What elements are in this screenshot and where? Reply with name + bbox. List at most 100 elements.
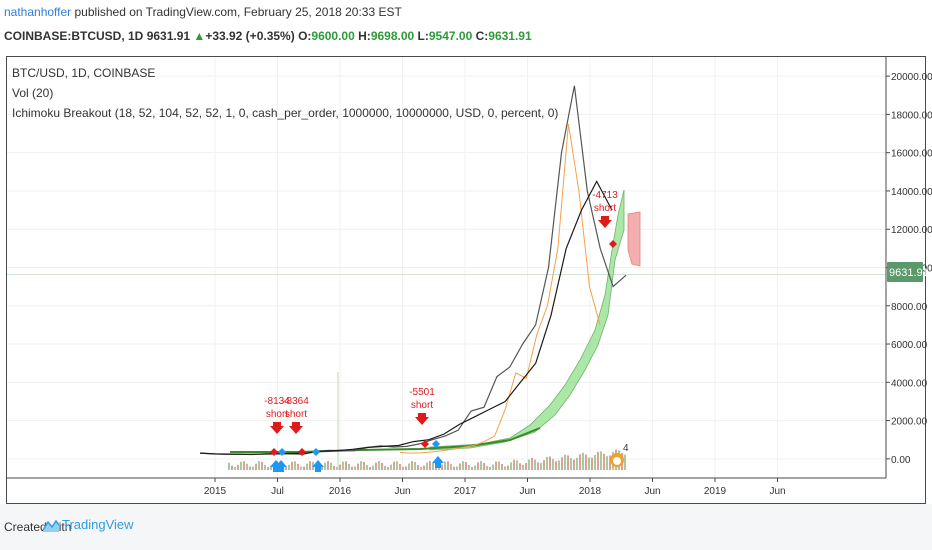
volume-bar xyxy=(576,457,578,470)
volume-bar xyxy=(477,462,479,470)
volume-bar xyxy=(546,456,548,470)
signal-label: short xyxy=(411,400,433,411)
buy-arrow-icon xyxy=(432,456,444,468)
volume-bar xyxy=(591,457,593,470)
signal-value: -8364 xyxy=(283,396,309,407)
signal-label: short xyxy=(266,409,288,420)
volume-bar xyxy=(378,461,380,470)
y-tick-label: 2000.00 xyxy=(891,417,928,428)
volume-bar xyxy=(567,455,569,470)
signal-value: -5501 xyxy=(409,387,435,398)
y-tick-label: 0.00 xyxy=(891,455,911,466)
volume-bar xyxy=(549,456,551,470)
volume-bar xyxy=(309,461,311,470)
volume-bar xyxy=(417,465,419,470)
volume-bar xyxy=(342,461,344,470)
volume-bar xyxy=(585,454,587,470)
volume-bar xyxy=(249,466,251,470)
last-price-label: 9631.91 xyxy=(889,267,929,279)
trade-diamond-icon xyxy=(421,440,429,448)
volume-bar xyxy=(555,461,557,470)
sell-arrow-icon xyxy=(598,216,612,228)
volume-bar xyxy=(357,463,359,470)
volume-bar xyxy=(570,458,572,470)
volume-bar xyxy=(327,461,329,470)
legend-volume: Vol (20) xyxy=(12,86,54,100)
sell-arrow-icon xyxy=(270,422,284,434)
volume-bar xyxy=(351,466,353,470)
publish-text: published on TradingView.com, February 2… xyxy=(71,5,402,19)
volume-bar xyxy=(600,451,602,470)
volume-bar xyxy=(450,463,452,470)
tradingview-brand[interactable]: TradingView xyxy=(62,517,134,532)
y-tick-label: 8000.00 xyxy=(891,302,928,313)
volume-bar xyxy=(348,463,350,470)
volume-bar xyxy=(468,465,470,470)
signal-label: short xyxy=(285,409,307,420)
volume-bar xyxy=(558,460,560,470)
volume-bar xyxy=(498,461,500,470)
volume-bar xyxy=(321,465,323,470)
flag-badge: 4 xyxy=(610,443,629,467)
y-tick-label: 18000.00 xyxy=(891,110,932,121)
publish-info: nathanhoffer published on TradingView.co… xyxy=(4,5,402,19)
series-line xyxy=(399,123,601,454)
author-link[interactable]: nathanhoffer xyxy=(4,5,72,19)
volume-bar xyxy=(333,465,335,470)
tradingview-logo-icon[interactable] xyxy=(42,518,60,534)
volume-bar xyxy=(252,466,254,470)
high-label: H: xyxy=(358,29,371,43)
y-tick-label: 20000.00 xyxy=(891,72,932,83)
volume-bar xyxy=(330,462,332,470)
chart-frame[interactable] xyxy=(6,56,926,504)
volume-bar xyxy=(513,459,515,470)
volume-bar xyxy=(426,462,428,470)
volume-bars xyxy=(228,372,626,470)
volume-bar xyxy=(525,463,527,470)
open-value: 9600.00 xyxy=(311,29,355,43)
volume-bar xyxy=(297,463,299,470)
volume-bar xyxy=(237,464,239,470)
volume-bar xyxy=(531,457,533,470)
legend-symbol: BTC/USD, 1D, COINBASE xyxy=(12,66,156,80)
volume-bar xyxy=(405,466,407,470)
cloud-bear xyxy=(627,211,641,267)
x-tick-label: 2019 xyxy=(704,486,727,497)
volume-bar xyxy=(441,464,443,470)
volume-bar xyxy=(303,466,305,470)
volume-bar xyxy=(504,466,506,470)
last-price-badge xyxy=(887,262,923,282)
volume-bar xyxy=(390,464,392,470)
volume-bar xyxy=(396,461,398,470)
volume-bar xyxy=(267,466,269,470)
volume-bar xyxy=(384,465,386,470)
volume-bar xyxy=(588,457,590,470)
cloud-bull xyxy=(429,189,625,451)
volume-bar xyxy=(255,463,257,470)
volume-bar xyxy=(609,455,611,470)
volume-bar xyxy=(561,457,563,470)
trade-diamond-icon xyxy=(298,448,306,456)
buy-arrow-icon xyxy=(275,460,287,472)
close-label: C: xyxy=(475,29,489,43)
volume-bar xyxy=(573,459,575,470)
volume-bar xyxy=(243,461,245,470)
volume-bar xyxy=(285,466,287,470)
volume-bar xyxy=(603,453,605,470)
sell-arrow-icon xyxy=(289,422,303,434)
last-price-marker: 9631.91 xyxy=(887,262,929,282)
x-tick-label: Jul xyxy=(271,486,284,497)
buy-arrow-icon xyxy=(312,460,324,472)
volume-bar xyxy=(459,463,461,470)
signal-label: short xyxy=(594,203,616,214)
volume-bar xyxy=(480,461,482,470)
volume-bar xyxy=(516,460,518,470)
volume-bar xyxy=(444,461,446,470)
x-tick-label: Jun xyxy=(394,486,410,497)
x-tick-label: Jun xyxy=(519,486,535,497)
volume-bar xyxy=(564,454,566,470)
symbol-bar: COINBASE:BTCUSD, 1D 9631.91 ▲+33.92 (+0.… xyxy=(4,29,532,43)
price-lines xyxy=(199,85,627,456)
volume-bar xyxy=(231,465,233,470)
